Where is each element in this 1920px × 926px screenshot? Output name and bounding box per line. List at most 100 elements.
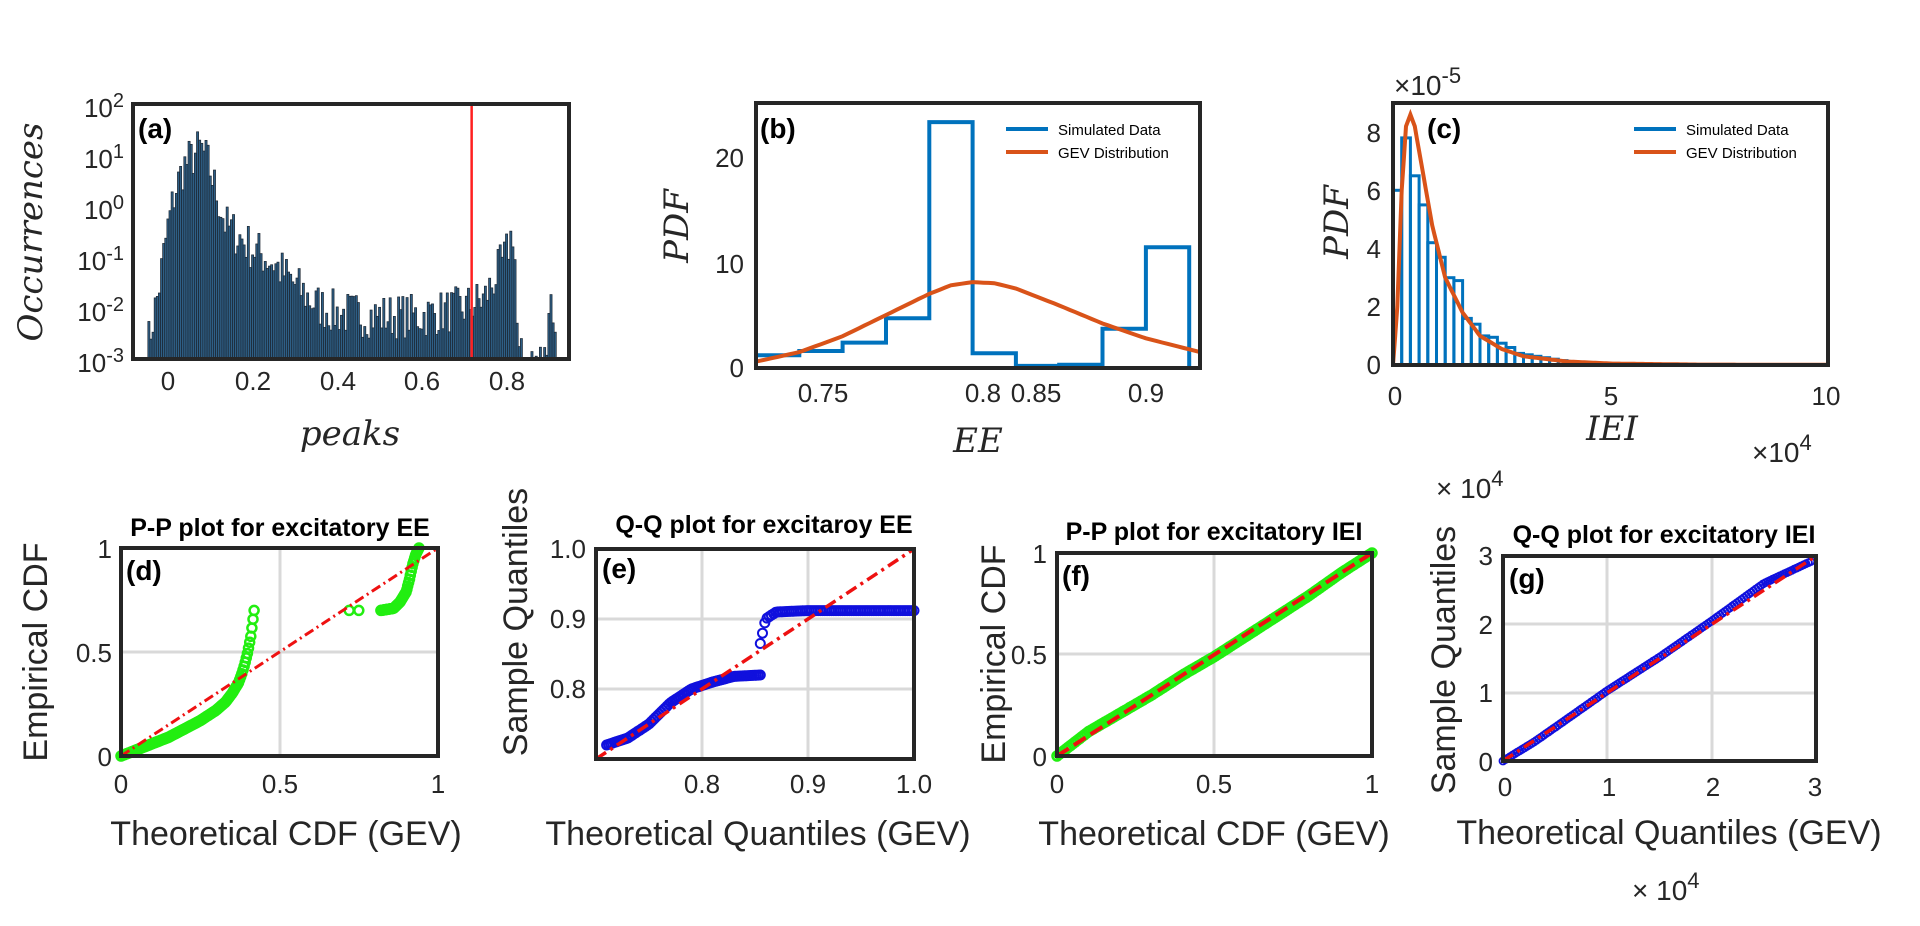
panel-d-frame	[119, 546, 440, 758]
panel-f-xtick-0.5: 0.5	[1196, 769, 1232, 799]
panel-b-frame	[754, 101, 1202, 370]
panel-c-y-exponent: ×10-5	[1394, 63, 1461, 101]
panel-d-reference-line	[120, 546, 439, 758]
panel-e-point-80	[754, 638, 766, 649]
panel-c-xtick-5: 5	[1604, 381, 1618, 411]
panel-a-ytick-1e0: 100	[84, 192, 124, 225]
panel-g-y-exponent: × 104	[1436, 466, 1504, 504]
panel-a-label: (a)	[138, 113, 172, 144]
panel-e-x-ticks: 0.8 0.9 1.0	[684, 769, 932, 799]
panel-g-ylabel: Sample Quantiles	[1425, 526, 1463, 794]
panel-a-frame	[131, 102, 571, 361]
panel-c-ytick-8: 8	[1367, 118, 1381, 148]
panel-a-ytick-1e1: 101	[84, 141, 124, 174]
panel-a-xtick-0.6: 0.6	[404, 366, 440, 396]
panel-g-qq-iei: Q-Q plot for excitatory IEI (g) × 104 0 …	[1425, 466, 1882, 906]
panel-b-ylabel: PDF	[657, 188, 697, 264]
panel-a-ylabel: Occurrences	[11, 123, 51, 342]
panel-d-point-114	[242, 642, 255, 654]
panel-c-legend-sim-text: Simulated Data	[1686, 122, 1789, 139]
panel-f-ylabel: Empirical CDF	[975, 544, 1013, 763]
panel-a-xlabel: peaks	[300, 414, 400, 454]
panel-g-label: (g)	[1509, 563, 1545, 594]
panel-f-ytick-0.5: 0.5	[1011, 640, 1047, 670]
panel-b-ytick-0: 0	[730, 353, 744, 383]
panel-c-ytick-6: 6	[1367, 176, 1381, 206]
panel-b-xlabel: EE	[952, 421, 1003, 461]
panel-g-title: Q-Q plot for excitatory IEI	[1513, 521, 1816, 549]
panel-c-ytick-4: 4	[1367, 234, 1381, 264]
panel-a-plot-area	[131, 102, 571, 361]
panel-c-iei-pdf: (c) Simulated Data GEV Distribution ×10-…	[1317, 63, 1840, 468]
panel-a-y-ticks: 102 101 100 10-1 10-2 10-3	[77, 90, 124, 378]
panel-c-ytick-2: 2	[1367, 292, 1381, 322]
panel-a-x-ticks: 0 0.2 0.4 0.6 0.8	[161, 366, 525, 396]
panel-c-ylabel: PDF	[1317, 184, 1357, 260]
panel-f-points	[1051, 547, 1378, 762]
panel-e-label: (e)	[602, 553, 636, 584]
panel-d-point-113	[241, 647, 254, 660]
panel-c-ytick-0: 0	[1367, 350, 1381, 380]
panel-e-xtick-0.9: 0.9	[790, 769, 826, 799]
panel-f-xtick-0: 0	[1050, 769, 1064, 799]
panel-a-bar-185	[553, 331, 557, 360]
panel-d-ytick-0: 0	[98, 742, 112, 772]
panel-e-point-81	[757, 627, 768, 639]
panel-c-xtick-0: 0	[1388, 381, 1402, 411]
panel-d-point-121	[353, 604, 365, 617]
panel-d-ytick-1: 1	[98, 534, 112, 564]
panel-d-xtick-0.5: 0.5	[262, 769, 298, 799]
panel-f-reference-line	[1055, 551, 1374, 758]
panel-b-xtick-0.75: 0.75	[798, 378, 849, 408]
panel-g-ytick-1: 1	[1479, 678, 1493, 708]
panel-g-reference-line	[1502, 554, 1817, 763]
panel-b-ytick-20: 20	[715, 143, 744, 173]
panel-g-frame	[1501, 554, 1818, 763]
panel-g-xtick-3: 3	[1808, 772, 1822, 802]
panel-e-y-ticks: 0.8 0.9 1.0	[550, 534, 586, 704]
panel-a-xtick-0: 0	[161, 366, 175, 396]
panel-a-ytick-1e-3: 10-3	[77, 345, 124, 378]
panel-a-xtick-0.8: 0.8	[489, 366, 525, 396]
panel-e-ytick-1.0: 1.0	[550, 534, 586, 564]
panel-g-y-ticks: 0 1 2 3	[1479, 541, 1493, 777]
panel-d-x-ticks: 0 0.5 1	[114, 769, 445, 799]
panel-e-xlabel: Theoretical Quantiles (GEV)	[545, 815, 970, 853]
panel-g-x-ticks: 0 1 2 3	[1498, 772, 1822, 802]
panel-d-xtick-0: 0	[114, 769, 128, 799]
panel-a-xtick-0.4: 0.4	[320, 366, 356, 396]
panel-g-x-exponent: × 104	[1632, 868, 1700, 906]
panel-c-frame	[1391, 101, 1830, 367]
panel-g-xtick-2: 2	[1706, 772, 1720, 802]
panel-c-xtick-10: 10	[1812, 381, 1841, 411]
panel-a-bar-176	[519, 338, 523, 360]
panel-f-label: (f)	[1062, 560, 1090, 591]
panel-d-ylabel: Empirical CDF	[17, 542, 55, 761]
panel-f-frame	[1055, 551, 1374, 758]
panel-a-peaks-histogram: (a) 102 101 100 10-1 10-2 10-3 0 0.2 0.4…	[11, 90, 571, 454]
panel-e-qq-ee: Q-Q plot for excitaroy EE (e) 0.8 0.9 1.…	[497, 488, 971, 853]
panel-g-grid	[1503, 556, 1816, 761]
panel-d-ytick-0.5: 0.5	[76, 638, 112, 668]
panel-g-xtick-0: 0	[1498, 772, 1512, 802]
panel-b-gev-curve	[755, 280, 1201, 364]
panel-f-ytick-0: 0	[1033, 742, 1047, 772]
panel-b-legend-gev-text: GEV Distribution	[1058, 145, 1169, 162]
panel-c-x-ticks: 0 5 10	[1388, 381, 1841, 411]
panel-e-xtick-1.0: 1.0	[896, 769, 932, 799]
panel-b-label: (b)	[760, 113, 796, 144]
panel-e-xtick-0.8: 0.8	[684, 769, 720, 799]
panel-e-ytick-0.9: 0.9	[550, 604, 586, 634]
panel-e-points	[601, 605, 920, 751]
panel-d-label: (d)	[126, 555, 162, 586]
panel-e-reference-line	[595, 547, 915, 761]
panel-b-x-ticks: 0.75 0.8 0.85 0.9	[798, 378, 1164, 408]
panel-b-ee-pdf: (b) Simulated Data GEV Distribution 0 10…	[657, 101, 1202, 461]
panel-g-xtick-1: 1	[1602, 772, 1616, 802]
panel-c-legend-gev-text: GEV Distribution	[1686, 145, 1797, 162]
panel-f-xtick-1: 1	[1365, 769, 1379, 799]
panel-d-y-ticks: 0 0.5 1	[76, 534, 112, 772]
panel-d-pp-ee: P-P plot for excitatory EE (d) 0 0.5 1 0…	[17, 514, 462, 853]
panel-e-point-79	[754, 669, 766, 681]
